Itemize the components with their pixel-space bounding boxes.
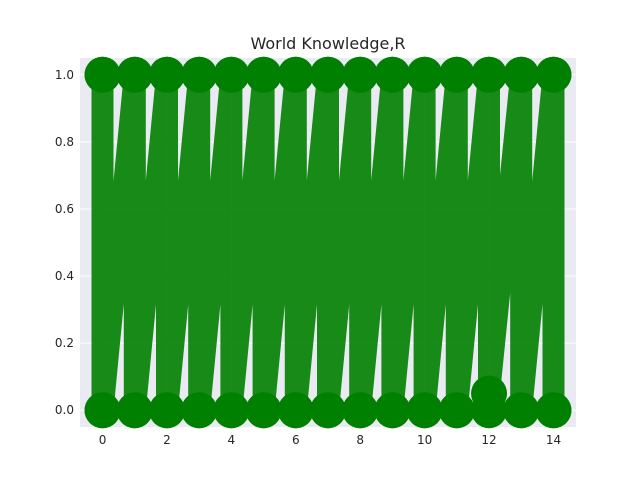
- data-point: [245, 392, 282, 429]
- data-point: [277, 56, 314, 93]
- y-tick-label: 0.0: [55, 403, 74, 417]
- data-point: [471, 375, 508, 412]
- data-point: [535, 392, 572, 429]
- data-point: [181, 392, 218, 429]
- x-tick-label: 0: [99, 433, 107, 447]
- y-tick-label: 0.2: [55, 336, 74, 350]
- chart-title: World Knowledge,R: [250, 34, 405, 53]
- data-point: [310, 392, 346, 429]
- y-axis: 0.0 0.2 0.4 0.6 0.8 1.0: [55, 68, 74, 417]
- data-point: [471, 56, 508, 93]
- data-point: [181, 56, 218, 93]
- y-tick-label: 0.4: [55, 269, 74, 283]
- x-tick-label: 4: [228, 433, 236, 447]
- data-point: [116, 56, 153, 93]
- data-point: [277, 392, 314, 429]
- x-tick-label: 12: [481, 433, 496, 447]
- data-point: [406, 392, 443, 429]
- data-point: [148, 56, 185, 93]
- y-tick-label: 0.8: [55, 135, 74, 149]
- data-point: [503, 392, 540, 429]
- data-point: [374, 56, 411, 93]
- data-point: [310, 56, 346, 93]
- data-point: [374, 392, 411, 429]
- y-tick-label: 0.6: [55, 202, 74, 216]
- data-point: [148, 392, 185, 429]
- data-point: [116, 392, 153, 429]
- data-point: [438, 56, 475, 93]
- x-axis: 0 2 4 6 8 10 12 14: [99, 433, 561, 447]
- data-point: [503, 56, 540, 93]
- x-tick-label: 6: [292, 433, 300, 447]
- data-point: [406, 56, 443, 93]
- series-line: [91, 63, 565, 422]
- data-point: [245, 56, 282, 93]
- data-point: [438, 392, 475, 429]
- data-point: [84, 392, 121, 429]
- y-tick-label: 1.0: [55, 68, 74, 82]
- x-tick-label: 14: [546, 433, 561, 447]
- data-point: [84, 56, 121, 93]
- x-tick-label: 8: [356, 433, 364, 447]
- plot-area: [84, 56, 572, 429]
- data-point: [213, 56, 250, 93]
- data-point: [535, 56, 572, 93]
- x-tick-label: 2: [163, 433, 171, 447]
- data-point: [342, 392, 379, 429]
- data-point: [213, 392, 250, 429]
- x-tick-label: 10: [417, 433, 432, 447]
- data-point: [342, 56, 379, 93]
